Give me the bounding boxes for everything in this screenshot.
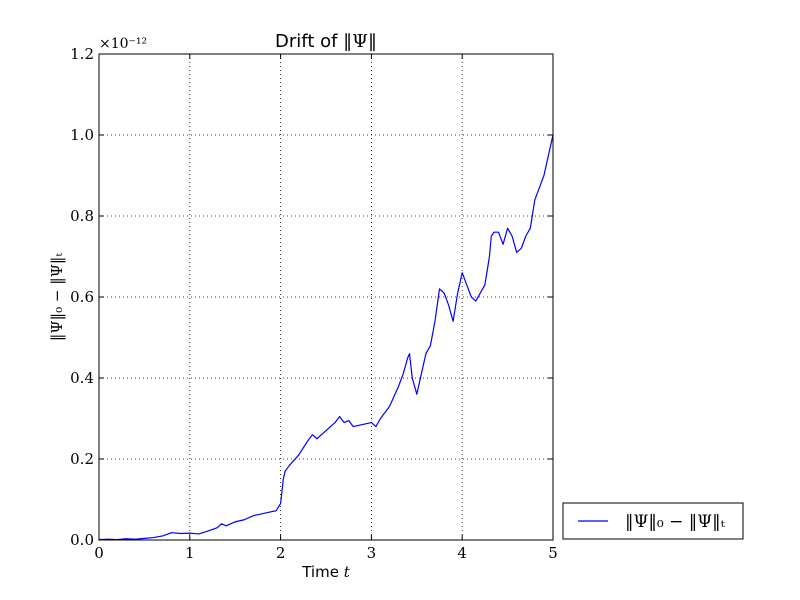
y-tick-label: 1.0 xyxy=(70,126,94,144)
grid xyxy=(99,54,553,540)
legend: ‖Ψ‖₀ − ‖Ψ‖ₜ xyxy=(562,502,744,540)
y-tick-label: 0.6 xyxy=(70,288,94,306)
x-axis-label-math: t xyxy=(344,563,351,581)
series-layer xyxy=(98,134,554,541)
x-tick-label: 2 xyxy=(276,544,286,562)
x-tick-label: 1 xyxy=(185,544,195,562)
series-line xyxy=(98,134,554,541)
y-tick-label: 0.8 xyxy=(70,207,94,225)
ticks: 0 1 2 3 4 5 0.0 0.2 0.4 0.6 0.8 1.0 1.2 xyxy=(70,45,558,562)
legend-label: ‖Ψ‖₀ − ‖Ψ‖ₜ xyxy=(625,512,726,532)
x-axis-label-text: Time xyxy=(301,563,343,581)
x-tick-label: 4 xyxy=(457,544,467,562)
chart-title-math: ‖Ψ‖ xyxy=(343,31,377,52)
x-tick-label: 0 xyxy=(94,544,104,562)
chart-title: Drift of ‖Ψ‖ xyxy=(275,31,377,52)
chart-title-text: Drift of xyxy=(275,31,343,52)
y-offset-label: ×10⁻¹² xyxy=(99,36,147,52)
x-tick-label: 3 xyxy=(367,544,377,562)
x-axis-label: Time t xyxy=(301,563,350,581)
y-tick-label: 0.0 xyxy=(70,531,94,549)
y-tick-label: 1.2 xyxy=(70,45,94,63)
x-tick-label: 5 xyxy=(548,544,558,562)
y-tick-label: 0.4 xyxy=(70,369,94,387)
y-axis-label: ‖Ψ‖₀ − ‖Ψ‖ₜ xyxy=(48,253,66,341)
y-tick-label: 0.2 xyxy=(70,450,94,468)
